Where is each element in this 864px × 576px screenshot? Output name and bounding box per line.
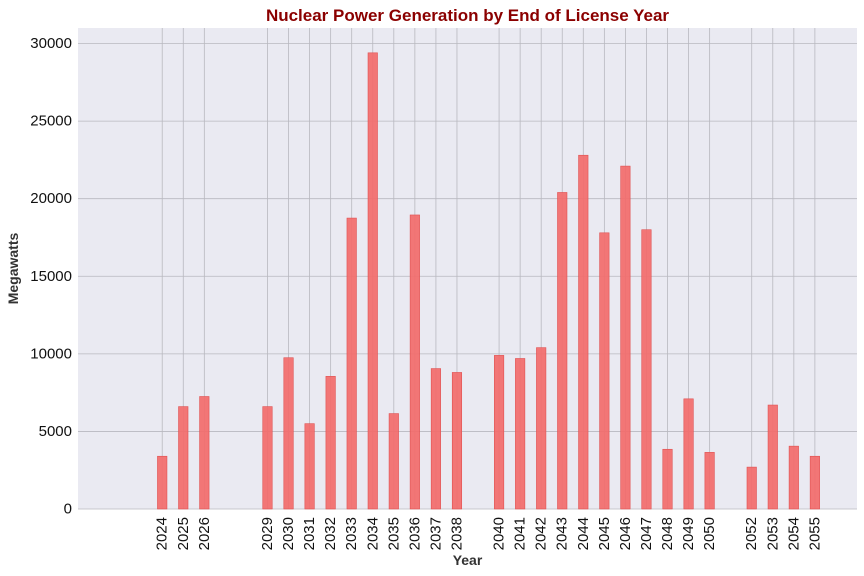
bar-2040 — [494, 355, 505, 510]
bar-2037 — [430, 368, 441, 510]
x-tick-label: 2048 — [659, 517, 676, 550]
y-tick-label: 25000 — [30, 113, 72, 130]
bar-2024 — [157, 455, 168, 510]
y-tick-label: 15000 — [30, 268, 72, 285]
x-axis-label: Year — [453, 552, 483, 568]
x-tick-label: 2050 — [701, 517, 718, 550]
x-tick-label: 2044 — [575, 517, 592, 550]
x-tick-label: 2055 — [806, 517, 823, 550]
bar-2031 — [304, 423, 315, 510]
y-tick-label: 0 — [64, 501, 72, 518]
x-tick-label: 2034 — [364, 517, 381, 550]
bar-2036 — [409, 214, 420, 510]
bar-2047 — [641, 229, 652, 510]
x-tick-label: 2038 — [448, 517, 465, 550]
bar-2029 — [262, 406, 273, 510]
chart-title: Nuclear Power Generation by End of Licen… — [266, 6, 669, 25]
y-axis-label: Megawatts — [5, 233, 21, 305]
bar-2034 — [367, 52, 378, 510]
bar-2042 — [536, 347, 547, 510]
bar-2032 — [325, 376, 336, 510]
x-tick-label: 2041 — [512, 517, 529, 550]
x-tick-label: 2049 — [680, 517, 697, 550]
bar-2035 — [388, 413, 399, 510]
bar-2049 — [683, 398, 694, 510]
bar-2054 — [788, 445, 799, 510]
x-tick-labels: 2024 2025 2026 2029 2030 2031 2032 2033 2034 2035… — [154, 517, 824, 550]
bar-2050 — [704, 452, 715, 510]
bar-2043 — [557, 192, 568, 510]
x-tick-label: 2052 — [743, 517, 760, 550]
x-tick-label: 2033 — [343, 517, 360, 550]
y-tick-label: 30000 — [30, 35, 72, 52]
bar-2033 — [346, 217, 357, 510]
x-tick-label: 2035 — [385, 517, 402, 550]
x-tick-label: 2025 — [175, 517, 192, 550]
bars — [157, 52, 820, 510]
bar-2041 — [515, 358, 526, 510]
x-tick-label: 2030 — [280, 517, 297, 550]
bar-2045 — [599, 232, 610, 510]
y-tick-label: 5000 — [39, 423, 72, 440]
bar-2046 — [620, 165, 631, 510]
x-tick-label: 2054 — [785, 517, 802, 550]
x-tick-label: 2053 — [764, 517, 781, 550]
x-tick-label: 2046 — [617, 517, 634, 550]
x-tick-label: 2032 — [322, 517, 339, 550]
bar-2038 — [451, 372, 463, 510]
bar-2055 — [809, 455, 820, 510]
x-tick-label: 2045 — [596, 517, 613, 550]
x-tick-label: 2043 — [554, 517, 571, 550]
x-tick-label: 2024 — [154, 517, 171, 550]
x-tick-label: 2047 — [638, 517, 655, 550]
bar-2030 — [283, 357, 294, 510]
x-tick-label: 2042 — [533, 517, 550, 550]
x-tick-label: 2029 — [259, 517, 276, 550]
x-tick-label: 2036 — [406, 517, 423, 550]
bar-2025 — [178, 406, 189, 510]
x-tick-label: 2026 — [196, 517, 213, 550]
plot-area — [78, 28, 857, 509]
x-tick-label: 2037 — [427, 517, 444, 550]
bar-2026 — [199, 396, 210, 510]
y-tick-label: 10000 — [30, 345, 72, 362]
y-tick-label: 20000 — [30, 190, 72, 207]
bar-2044 — [578, 154, 589, 510]
x-tick-label: 2040 — [491, 517, 508, 550]
bar-2053 — [767, 404, 778, 510]
bar-2048 — [662, 448, 673, 510]
y-tick-labels: 0 5000 10000 15000 20000 25000 30000 — [30, 35, 72, 517]
x-tick-label: 2031 — [301, 517, 318, 550]
bar-2052 — [746, 466, 757, 510]
